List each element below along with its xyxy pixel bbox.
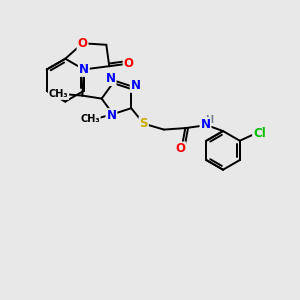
Text: H: H bbox=[205, 115, 213, 125]
Text: O: O bbox=[175, 142, 185, 155]
Text: S: S bbox=[140, 117, 148, 130]
Text: Cl: Cl bbox=[253, 127, 266, 140]
Text: O: O bbox=[77, 37, 88, 50]
Text: N: N bbox=[106, 72, 116, 85]
Text: N: N bbox=[131, 79, 141, 92]
Text: CH₃: CH₃ bbox=[49, 89, 68, 99]
Text: O: O bbox=[124, 57, 134, 70]
Text: N: N bbox=[79, 63, 89, 76]
Text: CH₃: CH₃ bbox=[80, 114, 100, 124]
Text: N: N bbox=[106, 109, 116, 122]
Text: N: N bbox=[200, 118, 211, 131]
